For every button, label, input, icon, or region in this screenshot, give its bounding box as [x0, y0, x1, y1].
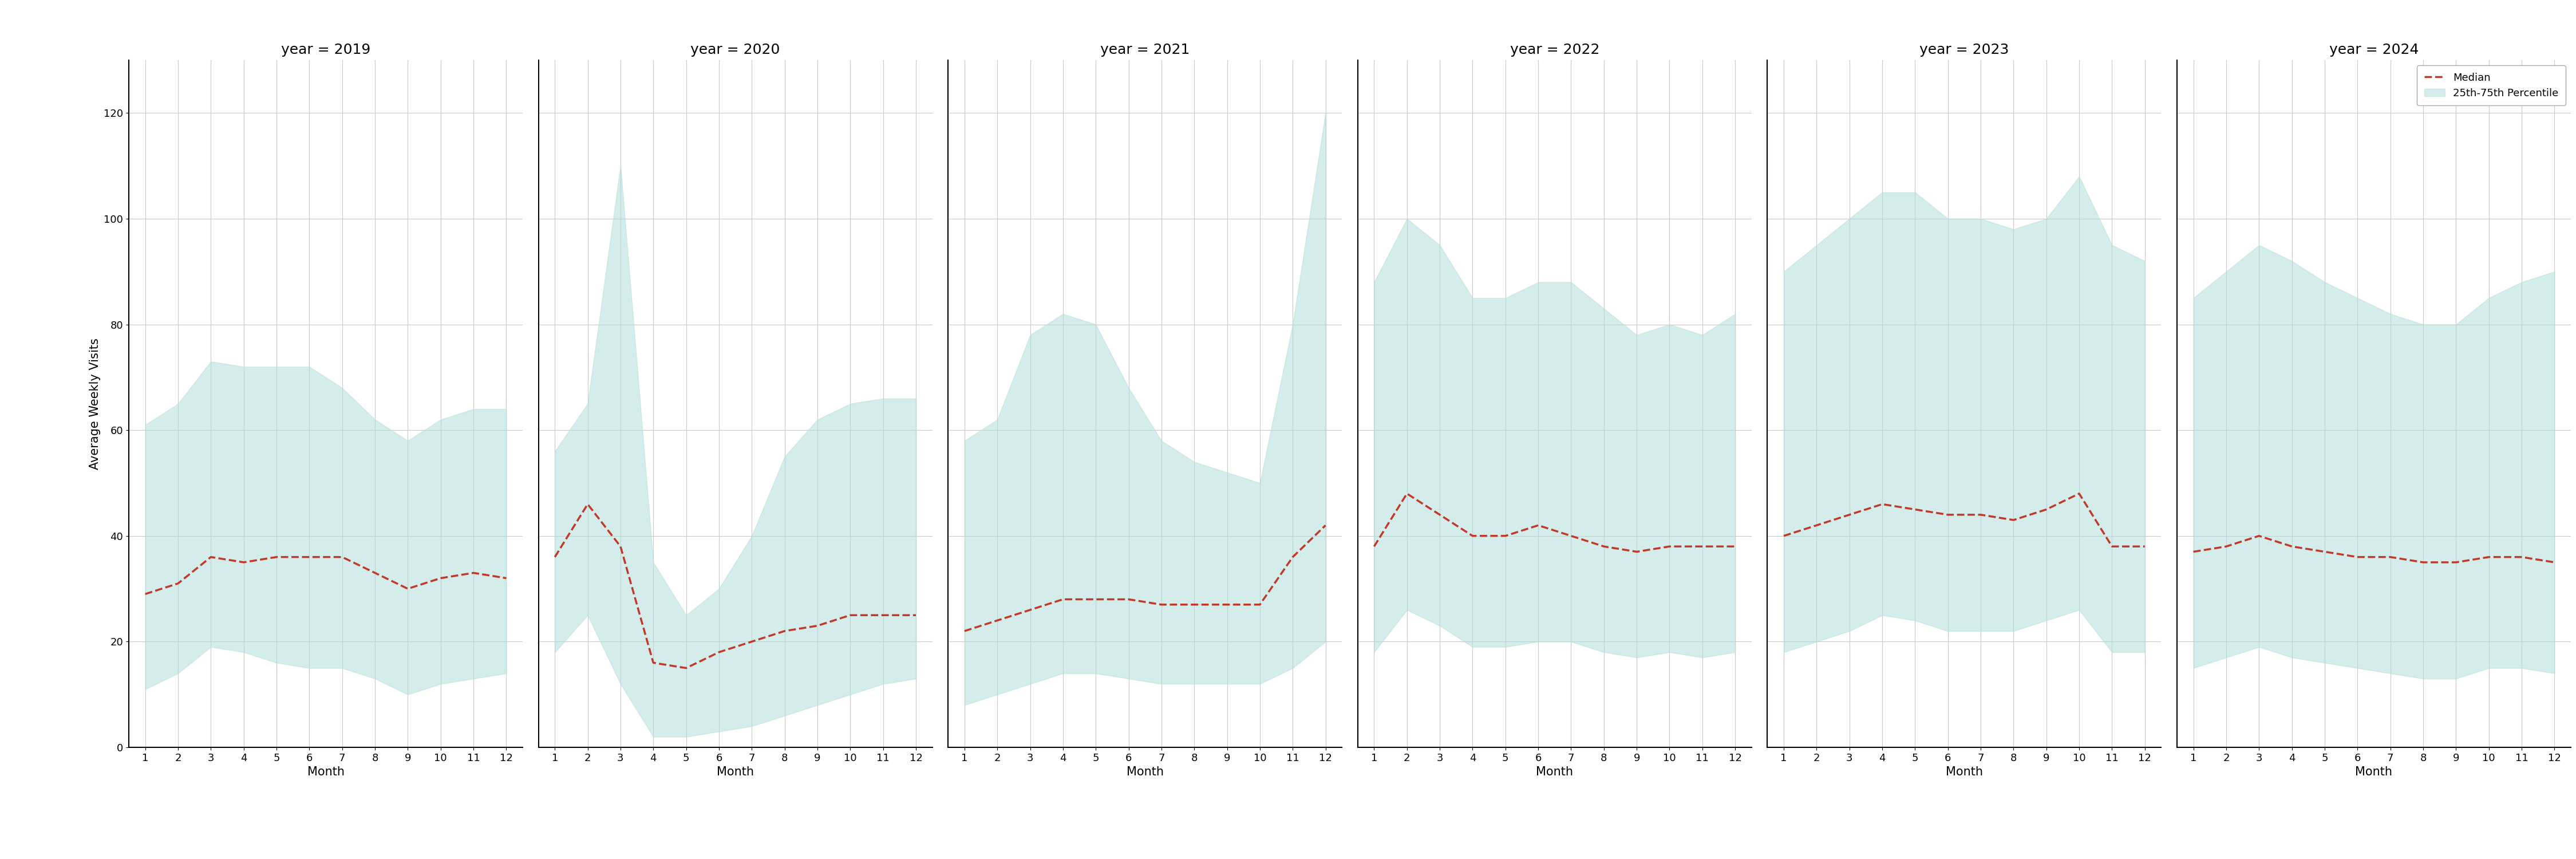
- Median: [1146, 600, 1177, 610]
- Median: [2308, 546, 2339, 557]
- Median: [260, 551, 291, 562]
- Median: [2130, 541, 2161, 551]
- Median: [1048, 594, 1079, 605]
- Median: [361, 568, 392, 578]
- Median: [1556, 531, 1587, 541]
- Median: [1211, 600, 1242, 610]
- Median: [1278, 551, 1309, 562]
- Median: [1721, 541, 1752, 551]
- Median: [1425, 509, 1455, 520]
- X-axis label: Month: Month: [1535, 766, 1574, 778]
- X-axis label: Month: Month: [1945, 766, 1984, 778]
- Median: [196, 551, 227, 562]
- Median: [1391, 489, 1422, 499]
- Median: [902, 610, 933, 620]
- Median: [2177, 546, 2208, 557]
- Median: [1620, 546, 1651, 557]
- Median: [1932, 509, 1963, 520]
- Median: [948, 626, 979, 637]
- Median: [1965, 509, 1996, 520]
- Median: [737, 637, 768, 647]
- Line: Median: Median: [2192, 536, 2555, 563]
- Title: year = 2023: year = 2023: [1919, 43, 2009, 57]
- Median: [229, 557, 260, 568]
- Median: [1079, 594, 1110, 605]
- Median: [835, 610, 866, 620]
- X-axis label: Month: Month: [1126, 766, 1164, 778]
- Median: [327, 551, 358, 562]
- Median: [392, 583, 422, 594]
- Median: [981, 615, 1012, 625]
- Median: [670, 663, 701, 673]
- Median: [162, 578, 193, 588]
- Median: [2540, 557, 2571, 568]
- Median: [868, 610, 899, 620]
- Median: [1868, 499, 1899, 509]
- Median: [1687, 541, 1718, 551]
- Median: [2342, 551, 2372, 562]
- Median: [1654, 541, 1685, 551]
- Median: [1899, 504, 1929, 515]
- Median: [2439, 557, 2470, 568]
- Median: [1999, 515, 2030, 525]
- Median: [1834, 509, 1865, 520]
- Median: [1015, 605, 1046, 615]
- Title: year = 2024: year = 2024: [2329, 43, 2419, 57]
- Median: [459, 568, 489, 578]
- X-axis label: Month: Month: [716, 766, 755, 778]
- X-axis label: Month: Month: [2354, 766, 2393, 778]
- Median: [1458, 531, 1489, 541]
- Median: [1489, 531, 1520, 541]
- Line: Median: Median: [144, 557, 507, 594]
- Line: Median: Median: [1373, 494, 1736, 551]
- Median: [492, 573, 523, 583]
- Median: [1113, 594, 1144, 605]
- Median: [2473, 551, 2504, 562]
- Line: Median: Median: [963, 526, 1327, 631]
- Median: [1801, 521, 1832, 531]
- Line: Median: Median: [554, 504, 917, 668]
- Legend: Median, 25th-75th Percentile: Median, 25th-75th Percentile: [2416, 65, 2566, 106]
- Median: [1589, 541, 1620, 551]
- Title: year = 2021: year = 2021: [1100, 43, 1190, 57]
- Median: [2506, 551, 2537, 562]
- Median: [1767, 531, 1798, 541]
- Title: year = 2020: year = 2020: [690, 43, 781, 57]
- Title: year = 2022: year = 2022: [1510, 43, 1600, 57]
- Y-axis label: Average Weekly Visits: Average Weekly Visits: [90, 338, 100, 470]
- Median: [801, 620, 832, 631]
- Median: [703, 647, 734, 657]
- Median: [2244, 531, 2275, 541]
- Line: Median: Median: [1783, 494, 2146, 546]
- Title: year = 2019: year = 2019: [281, 43, 371, 57]
- Median: [770, 626, 801, 637]
- Median: [2210, 541, 2241, 551]
- X-axis label: Month: Month: [307, 766, 345, 778]
- Median: [1358, 541, 1388, 551]
- Median: [2277, 541, 2308, 551]
- Median: [2375, 551, 2406, 562]
- Median: [1180, 600, 1211, 610]
- Median: [572, 499, 603, 509]
- Median: [2030, 504, 2061, 515]
- Median: [605, 541, 636, 551]
- Median: [1311, 521, 1342, 531]
- Median: [1244, 600, 1275, 610]
- Median: [425, 573, 456, 583]
- Median: [1522, 521, 1553, 531]
- Median: [129, 589, 160, 600]
- Median: [538, 551, 569, 562]
- Median: [2097, 541, 2128, 551]
- Median: [2409, 557, 2439, 568]
- Median: [2063, 489, 2094, 499]
- Median: [294, 551, 325, 562]
- Median: [639, 658, 670, 668]
